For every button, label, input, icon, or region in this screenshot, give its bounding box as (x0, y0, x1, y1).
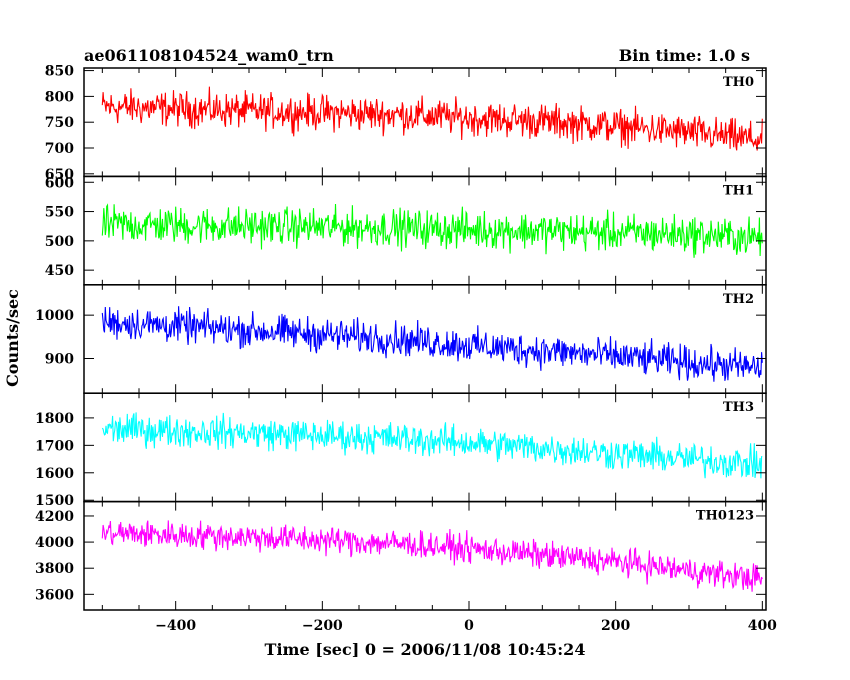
panel-label-th0123: TH0123 (696, 509, 754, 524)
y-tick-label: 1500 (35, 493, 74, 509)
y-tick-label: 900 (45, 352, 74, 368)
y-tick-label: 1000 (35, 308, 74, 324)
panels-group: 650 700 750 800 850 TH0 450 500 550 600 TH1 900 1000… (35, 64, 767, 611)
y-tick-label: 4000 (35, 535, 74, 551)
y-tick-label: 1700 (35, 438, 74, 454)
y-tick-label: 3600 (35, 587, 74, 603)
panel-th2: 900 1000 TH2 (35, 284, 767, 394)
x-tick-label: 400 (748, 618, 777, 634)
y-tick-label: 750 (45, 115, 74, 131)
y-tick-label: 800 (45, 89, 74, 105)
y-tick-label: 3800 (35, 561, 74, 577)
x-axis: −400 −200 0 200 400 (155, 618, 777, 634)
x-tick-label: 0 (464, 618, 474, 634)
y-tick-label: 700 (45, 141, 74, 157)
series-th0123 (101, 520, 763, 592)
panel-th3: 1500 1600 1700 1800 TH3 (35, 392, 767, 509)
panel-label-th1: TH1 (723, 183, 754, 198)
panel-th1: 450 500 550 600 TH1 (45, 175, 767, 286)
x-axis-title: Time [sec] 0 = 2006/11/08 10:45:24 (265, 640, 586, 659)
y-tick-label: 600 (45, 175, 74, 191)
series-th2 (101, 306, 763, 382)
x-tick-label: −200 (302, 618, 343, 634)
y-tick-label: 850 (45, 64, 74, 80)
y-tick-label: 1800 (35, 411, 74, 427)
y-tick-label: 550 (45, 205, 74, 221)
panel-label-th2: TH2 (723, 292, 754, 307)
y-axis-title: Counts/sec (3, 289, 22, 387)
series-th0 (101, 86, 763, 151)
bin-time-label: Bin time: 1.0 s (619, 46, 750, 65)
y-tick-label: 450 (45, 263, 74, 279)
panel-label-th0: TH0 (723, 75, 754, 90)
chart-title: ae061108104524_wam0_trn (84, 46, 334, 65)
y-tick-label: 500 (45, 234, 74, 250)
series-th1 (101, 203, 763, 258)
panel-th0: 650 700 750 800 850 TH0 (45, 64, 767, 183)
panel-frame (83, 500, 767, 611)
x-tick-label: −400 (155, 618, 196, 634)
x-tick-label: 200 (601, 618, 630, 634)
series-th3 (101, 412, 763, 479)
panel-label-th3: TH3 (723, 400, 754, 415)
y-tick-label: 1600 (35, 466, 74, 482)
panel-th0123: 3600 3800 4000 4200 TH0123 (35, 500, 767, 611)
y-tick-label: 4200 (35, 509, 74, 525)
y-tick-label: 650 (45, 167, 74, 183)
